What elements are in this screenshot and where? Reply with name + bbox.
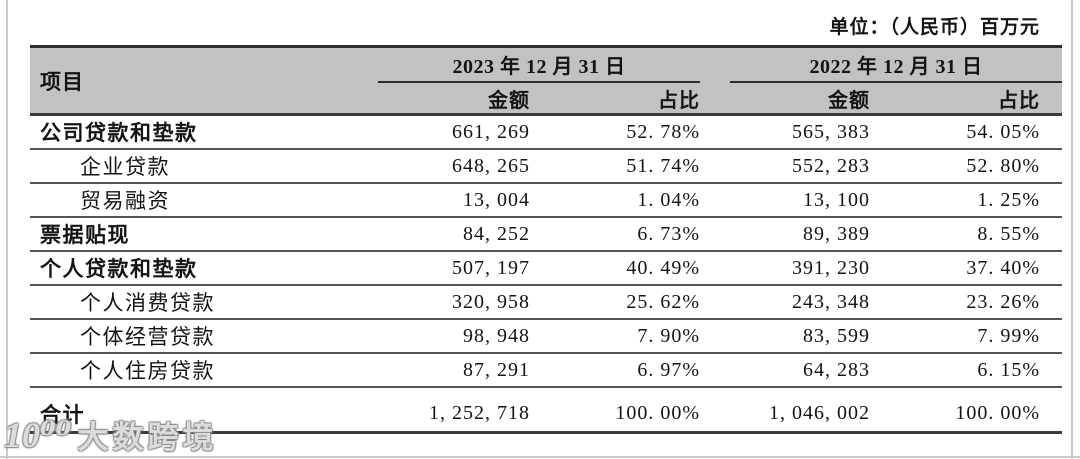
table-row: 企业贷款 648, 265 51. 74% 552, 283 52. 80% <box>30 150 1062 184</box>
table-row: 票据贴现 84, 252 6. 73% 89, 389 8. 55% <box>30 218 1062 252</box>
row-label: 个人贷款和垫款 <box>40 257 198 281</box>
row-value: 320, 958 <box>452 290 530 313</box>
row-value: 8. 55% <box>977 222 1040 245</box>
page-border-bottom <box>0 456 1080 458</box>
row-value: 54. 05% <box>966 120 1040 143</box>
column-header-share-2022: 占比 <box>998 89 1040 112</box>
row-value: 6. 15% <box>977 358 1040 381</box>
row-value: 1, 046, 002 <box>769 402 870 424</box>
table-row-total: 合计 1, 252, 718 100. 00% 1, 046, 002 100. 00% <box>30 388 1062 434</box>
row-value: 13, 004 <box>463 188 530 211</box>
table-row: 个人住房贷款 87, 291 6. 97% 64, 283 6. 15% <box>30 354 1062 388</box>
row-value: 100. 00% <box>615 402 700 424</box>
row-label: 企业贷款 <box>80 155 170 179</box>
row-label: 合计 <box>40 402 85 427</box>
row-label: 个人住房贷款 <box>80 359 215 383</box>
row-label: 公司贷款和垫款 <box>40 121 198 145</box>
table-row: 个人贷款和垫款 507, 197 40. 49% 391, 230 37. 40% <box>30 252 1062 286</box>
column-group-2022: 2022 年 12 月 31 日 <box>730 48 1062 83</box>
row-label: 个人消费贷款 <box>80 291 215 315</box>
row-value: 52. 78% <box>626 120 700 143</box>
row-value: 87, 291 <box>463 358 530 381</box>
row-value: 23. 26% <box>966 290 1040 313</box>
loans-breakdown-table: 项目 2023 年 12 月 31 日 2022 年 12 月 31 日 金额 … <box>30 45 1062 434</box>
row-value: 648, 265 <box>452 154 530 177</box>
column-header-share-2023: 占比 <box>658 89 700 112</box>
unit-label: 单位：（人民币）百万元 <box>829 17 1040 38</box>
table-row: 公司贷款和垫款 661, 269 52. 78% 565, 383 54. 05% <box>30 116 1062 150</box>
row-value: 89, 389 <box>803 222 870 245</box>
row-value: 7. 99% <box>977 324 1040 347</box>
row-value: 7. 90% <box>637 324 700 347</box>
row-value: 243, 348 <box>792 290 870 313</box>
page-border-left <box>6 0 8 459</box>
table-row: 贸易融资 13, 004 1. 04% 13, 100 1. 25% <box>30 184 1062 218</box>
row-value: 64, 283 <box>803 358 870 381</box>
row-value: 98, 948 <box>463 324 530 347</box>
row-value: 1. 25% <box>977 188 1040 211</box>
row-label: 贸易融资 <box>80 189 170 213</box>
row-value: 51. 74% <box>626 154 700 177</box>
year-title-row: 2023 年 12 月 31 日 2022 年 12 月 31 日 <box>378 48 1062 83</box>
row-value: 13, 100 <box>803 188 870 211</box>
row-value: 6. 73% <box>637 222 700 245</box>
row-value: 391, 230 <box>792 256 870 279</box>
table-row: 个体经营贷款 98, 948 7. 90% 83, 599 7. 99% <box>30 320 1062 354</box>
row-value: 1, 252, 718 <box>429 402 530 424</box>
column-group-2023: 2023 年 12 月 31 日 <box>378 48 700 83</box>
row-value: 1. 04% <box>637 188 700 211</box>
column-header-amount-2022: 金额 <box>828 89 870 112</box>
row-value: 6. 97% <box>637 358 700 381</box>
row-value: 84, 252 <box>463 222 530 245</box>
subheader-row: 金额 占比 金额 占比 <box>378 83 1062 113</box>
row-value: 83, 599 <box>803 324 870 347</box>
row-value: 52. 80% <box>966 154 1040 177</box>
row-value: 552, 283 <box>792 154 870 177</box>
row-value: 565, 383 <box>792 120 870 143</box>
table-header: 项目 2023 年 12 月 31 日 2022 年 12 月 31 日 金额 … <box>30 45 1062 116</box>
row-label: 个体经营贷款 <box>80 325 215 349</box>
page-border-right <box>1071 0 1073 459</box>
table-row: 个人消费贷款 320, 958 25. 62% 243, 348 23. 26% <box>30 286 1062 320</box>
column-header-amount-2023: 金额 <box>488 89 530 112</box>
table-body: 公司贷款和垫款 661, 269 52. 78% 565, 383 54. 05% 企业贷… <box>30 116 1062 434</box>
row-label: 票据贴现 <box>40 223 130 247</box>
column-header-item: 项目 <box>40 69 84 94</box>
row-value: 507, 197 <box>452 256 530 279</box>
row-value: 100. 00% <box>955 402 1040 424</box>
row-value: 37. 40% <box>966 256 1040 279</box>
row-value: 40. 49% <box>626 256 700 279</box>
year-column-groups: 2023 年 12 月 31 日 2022 年 12 月 31 日 金额 占比 … <box>378 48 1062 113</box>
row-value: 661, 269 <box>452 120 530 143</box>
row-value: 25. 62% <box>626 290 700 313</box>
